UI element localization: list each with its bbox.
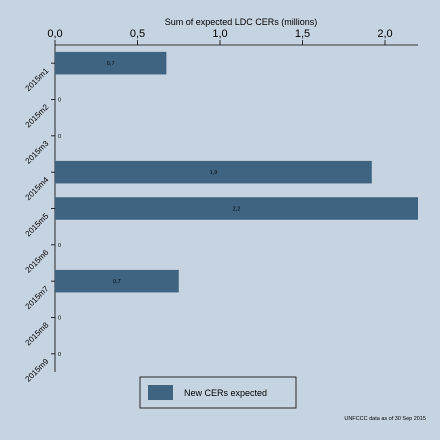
legend-box: [139, 376, 297, 409]
y-tick-label: 2015m8: [24, 320, 51, 347]
bar-value-labels: 0,7 0 0 1,9 2,2 0 0,7 0 0: [58, 61, 240, 358]
bars: [55, 51, 418, 293]
bar-value-label: 1,9: [210, 170, 218, 176]
legend-label: New CERs expected: [184, 388, 267, 398]
bar-value-label: 0: [58, 134, 61, 140]
bar-value-label: 2,2: [233, 207, 241, 213]
y-tick-label: 2015m5: [24, 211, 51, 238]
y-tick-label: 2015m6: [24, 248, 51, 275]
bar: [55, 197, 418, 220]
x-tick-label: 2,0: [377, 28, 392, 40]
bar-value-label: 0: [58, 316, 61, 322]
y-tick-label: 2015m9: [24, 357, 51, 384]
y-tick-label: 2015m4: [24, 175, 51, 202]
x-tick-label: 1,0: [212, 28, 227, 40]
bar-value-label: 0,7: [113, 279, 121, 285]
y-tick-label: 2015m7: [24, 284, 51, 311]
y-axis: 2015m1 2015m2 2015m3 2015m4 2015m5 2015m6 2015…: [24, 45, 56, 384]
bar-value-label: 0: [58, 352, 61, 358]
y-tick-label: 2015m1: [24, 66, 51, 93]
legend: New CERs expected: [139, 376, 297, 409]
x-axis: 0,0 0,5 1,0 1,5 2,0: [47, 28, 418, 46]
bar-value-label: 0: [58, 98, 61, 104]
y-tick-label: 2015m2: [24, 102, 51, 129]
bar: [55, 269, 179, 293]
bar-value-label: 0: [58, 243, 61, 249]
x-tick-label: 0,5: [130, 28, 145, 40]
source-note: UNFCCC data as of 30 Sep 2015: [344, 416, 426, 422]
legend-swatch: [148, 385, 173, 400]
x-tick-label: 0,0: [47, 28, 62, 40]
bar-value-label: 0,7: [107, 61, 115, 67]
chart-title: Sum of expected LDC CERs (millions): [165, 17, 318, 27]
bar: [55, 51, 167, 75]
bar: [55, 160, 372, 184]
y-tick-label: 2015m3: [24, 139, 51, 166]
x-tick-label: 1,5: [295, 28, 310, 40]
